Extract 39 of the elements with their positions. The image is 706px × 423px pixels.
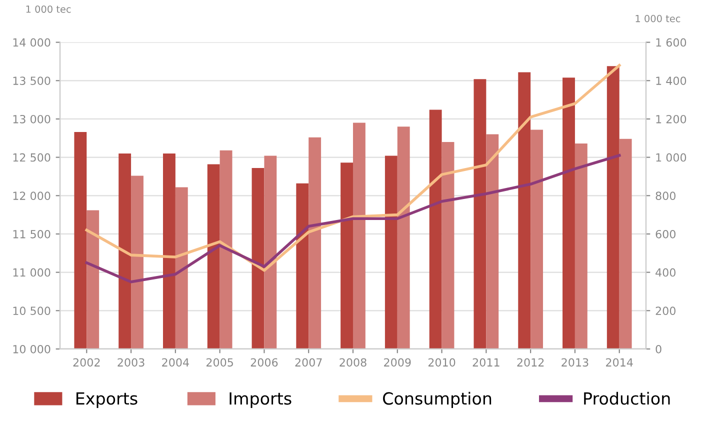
x-tick-label: 2004 [162,358,189,367]
x-tick-label: 2011 [472,358,500,367]
legend-label: Consumption [383,392,492,408]
x-tick-label: 2005 [206,358,233,367]
x-tick-label: 2006 [250,358,278,367]
y2-tick-label: 1 200 [656,114,686,124]
y-tick-label: 14 000 [13,38,50,47]
x-tick-label: 2002 [73,358,100,367]
y2-tick-label: 0 [656,344,662,354]
y-tick-label: 13 000 [13,114,50,124]
y2-tick-label: 600 [656,230,676,238]
x-tick-label: 2014 [606,358,633,367]
x-tick-label: 2012 [517,358,544,367]
y2-tick-label: 400 [656,268,676,277]
x-tick-label: 2007 [295,358,322,367]
x-tick-label: 2010 [428,358,456,367]
line-series [85,64,621,272]
x-tick-label: 2003 [118,358,144,367]
y-tick-label: 13 500 [13,76,50,86]
legend-label: Production [584,392,670,405]
y2-axis-title: 1 000 tec [636,14,680,22]
y-tick-label: 10 000 [13,344,50,354]
y2-tick-label: 1 400 [656,76,686,86]
y-tick-label: 12 500 [13,153,50,162]
y2-tick-label: 1 000 [656,153,686,162]
x-tick-label: 2013 [562,358,588,367]
y2-tick-label: 200 [656,306,676,316]
y2-tick-label: 1 600 [656,38,686,47]
legend-label: Exports [76,392,138,408]
y-tick-label: 12 000 [13,192,50,200]
x-tick-label: 2008 [340,358,366,367]
legend-label: Imports [230,392,292,408]
y2-tick-label: 800 [656,192,676,200]
line-series [85,154,621,284]
y-tick-label: 11 500 [13,230,50,238]
y-tick-label: 10 500 [13,306,50,316]
x-tick-label: 2009 [384,358,411,367]
y-tick-label: 11 000 [13,268,50,277]
y-axis-title: 1 000 tec [26,5,71,13]
